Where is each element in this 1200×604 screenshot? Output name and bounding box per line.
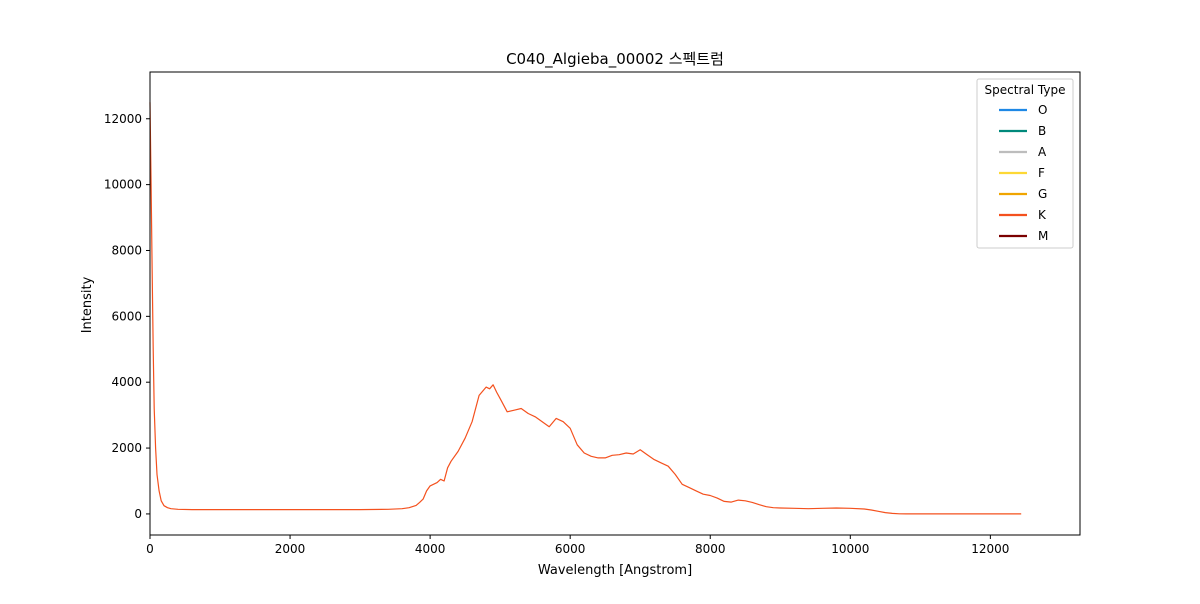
- y-axis-label: Intensity: [80, 276, 95, 333]
- x-axis-label: Wavelength [Angstrom]: [538, 563, 692, 578]
- x-tick-label: 12000: [971, 542, 1009, 556]
- plot-frame: [149, 71, 1081, 536]
- legend-label-o: O: [1038, 103, 1047, 117]
- chart-title: C040_Algieba_00002 스펙트럼: [506, 50, 724, 69]
- legend-label-g: G: [1038, 187, 1047, 201]
- x-axis: 0 2000 4000 6000 8000 10000 12000: [146, 535, 1009, 556]
- legend-label-a: A: [1038, 145, 1047, 159]
- legend-box: [976, 78, 1074, 249]
- y-tick-label: 2000: [111, 441, 142, 455]
- y-tick-label: 6000: [111, 309, 142, 323]
- x-tick-label: 2000: [275, 542, 306, 556]
- y-tick-label: 10000: [104, 178, 142, 192]
- y-tick-label: 8000: [111, 243, 142, 257]
- y-tick-label: 12000: [104, 112, 142, 126]
- x-tick-label: 4000: [415, 542, 446, 556]
- legend-label-m: M: [1038, 229, 1048, 243]
- plot-area: [149, 71, 1081, 536]
- x-tick-label: 8000: [695, 542, 726, 556]
- y-tick-label: 4000: [111, 375, 142, 389]
- x-tick-label: 6000: [555, 542, 586, 556]
- legend-label-b: B: [1038, 124, 1046, 138]
- y-axis: 0 2000 4000 6000 8000 10000 12000: [104, 112, 150, 521]
- x-tick-label: 0: [146, 542, 154, 556]
- legend-label-f: F: [1038, 166, 1045, 180]
- legend-title: Spectral Type: [985, 83, 1066, 97]
- x-tick-label: 10000: [831, 542, 869, 556]
- legend-label-k: K: [1038, 208, 1047, 222]
- y-tick-label: 0: [134, 507, 142, 521]
- series-line-0: [149, 102, 1022, 515]
